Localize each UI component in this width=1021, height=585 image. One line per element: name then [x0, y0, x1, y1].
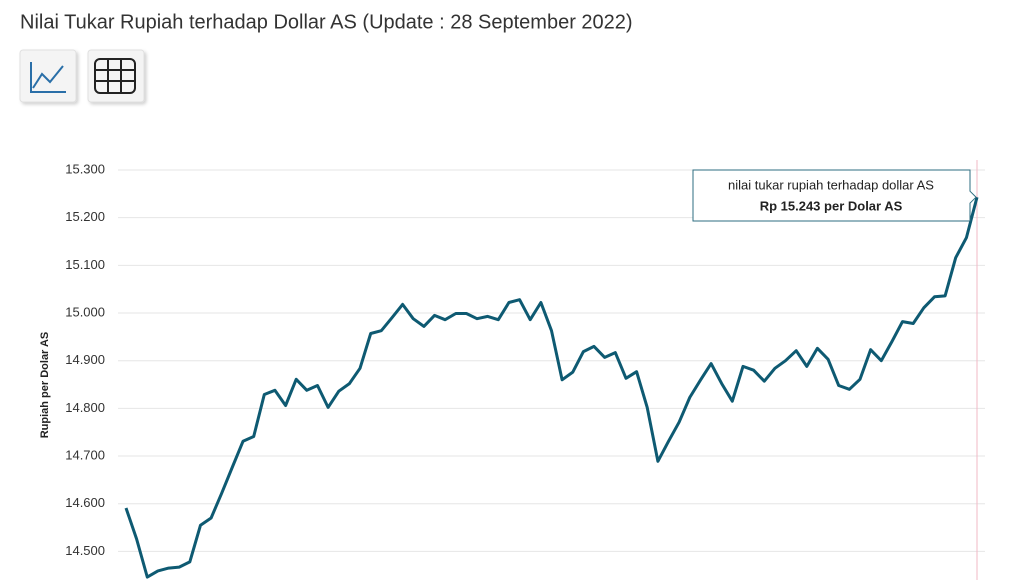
tooltip: nilai tukar rupiah terhadap dollar AS Rp …: [692, 169, 977, 222]
y-tick-label: 14.800: [65, 400, 105, 415]
plot-area: [118, 160, 985, 580]
y-tick-label: 14.700: [65, 447, 105, 462]
y-tick-label: 14.500: [65, 543, 105, 558]
y-tick-label: 15.200: [65, 209, 105, 224]
y-tick-label: 15.000: [65, 304, 105, 319]
line-view-button[interactable]: [19, 49, 77, 103]
tooltip-value: Rp 15.243 per Dolar AS: [760, 198, 903, 213]
tooltip-box: [692, 169, 977, 222]
chart-title: Nilai Tukar Rupiah terhadap Dollar AS (U…: [20, 11, 633, 33]
y-tick-label: 14.900: [65, 352, 105, 367]
y-tick-label: 15.300: [65, 161, 105, 176]
y-tick-label: 15.100: [65, 257, 105, 272]
y-axis-label: Rupiah per Dolar AS: [39, 332, 51, 439]
tooltip-title: nilai tukar rupiah terhadap dollar AS: [728, 177, 934, 192]
y-tick-label: 14.600: [65, 495, 105, 510]
table-view-button[interactable]: [87, 49, 145, 103]
line-series: [124, 196, 979, 579]
